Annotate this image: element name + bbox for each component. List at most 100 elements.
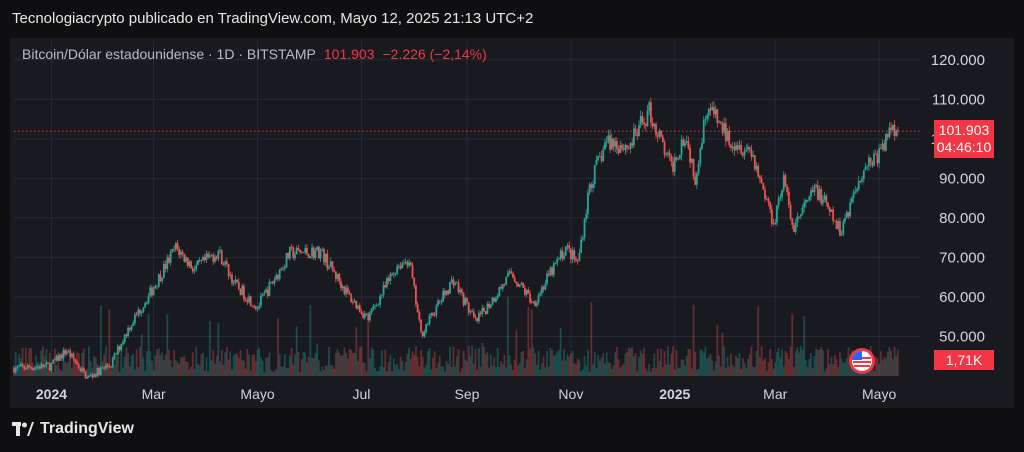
volume-bar — [663, 350, 666, 376]
volume-bar — [571, 350, 574, 376]
volume-bar — [575, 364, 577, 376]
candle-body — [515, 281, 518, 284]
volume-bar — [443, 371, 446, 376]
candle-body — [348, 292, 351, 295]
candle-body — [466, 298, 468, 303]
volume-bar — [173, 349, 175, 376]
volume-bar — [387, 362, 390, 376]
candle-body — [893, 124, 896, 136]
volume-bar — [493, 357, 496, 376]
volume-bar — [275, 368, 278, 376]
candle-body — [794, 222, 797, 232]
candle-body — [316, 246, 319, 251]
candle-body — [408, 262, 410, 266]
candle-body — [588, 184, 591, 194]
candle-body — [162, 263, 165, 278]
candle-body — [144, 303, 147, 308]
candle-body — [718, 121, 720, 123]
candle-body — [401, 263, 404, 269]
candle-body — [869, 157, 872, 163]
volume-bar — [765, 370, 768, 376]
volume-bar — [72, 359, 75, 376]
candle-body — [653, 124, 656, 127]
volume-bar — [367, 321, 370, 376]
volume-bar — [735, 355, 737, 376]
candle-body — [111, 357, 114, 367]
candle-body — [779, 196, 782, 199]
y-axis[interactable]: 120.000110.000100.00090.00080.00070.0006… — [931, 52, 985, 346]
grid-lines — [14, 40, 920, 376]
candle-body — [416, 304, 419, 313]
volume-bar — [692, 304, 695, 376]
candle-body — [351, 302, 354, 304]
volume-bar — [99, 305, 102, 376]
candle-body — [541, 286, 543, 294]
volume-bar — [569, 353, 572, 376]
candle-body — [260, 295, 262, 306]
candle-body — [341, 286, 344, 289]
volume-bar — [581, 369, 584, 376]
volume-bar — [667, 346, 669, 376]
tradingview-logo[interactable]: TradingView — [12, 420, 134, 438]
volume-bar — [241, 359, 244, 376]
volume-bar — [500, 361, 502, 376]
volume-bar — [469, 356, 472, 376]
volume-bar — [197, 363, 199, 376]
volume-bar — [336, 349, 339, 376]
volume-bar — [277, 318, 279, 376]
volume-bar — [118, 371, 121, 376]
volume-bar — [524, 367, 526, 376]
candle-body — [726, 130, 729, 142]
us-flag-icon[interactable] — [848, 347, 876, 375]
volume-bar — [687, 348, 690, 376]
volume-bar — [508, 355, 511, 376]
candle-body — [438, 300, 441, 302]
candle-body — [776, 205, 778, 223]
volume-bar — [793, 366, 795, 376]
candle-body — [707, 108, 710, 116]
volume-bar — [214, 363, 216, 376]
volume-bar — [64, 361, 66, 376]
volume-bar — [132, 354, 135, 376]
volume-bar — [179, 357, 182, 376]
candle-body — [115, 353, 118, 355]
volume-bar — [266, 357, 269, 376]
x-axis[interactable]: 2024 Mar Mayo Jul Sep Nov 2025 Mar Mayo — [36, 386, 897, 402]
volume-bar — [377, 370, 380, 376]
candle-body — [116, 346, 119, 355]
candle-body — [525, 289, 528, 295]
candle-body — [392, 273, 395, 275]
volume-bar — [527, 307, 530, 376]
candle-body — [551, 267, 554, 276]
volume-bar — [227, 359, 230, 376]
symbol-info: Bitcoin/Dólar estadounidense · 1D · BITS… — [22, 46, 316, 62]
volume-bar — [208, 321, 211, 376]
volume-bar — [59, 369, 61, 376]
volume-bar — [731, 364, 734, 376]
volume-bar — [447, 364, 450, 376]
candle-body — [205, 253, 208, 261]
volume-bar — [694, 351, 697, 376]
volume-bar — [135, 349, 138, 376]
candle-body — [496, 296, 499, 299]
candle-body — [467, 302, 470, 313]
volume-bar — [280, 366, 283, 376]
candle-body — [476, 317, 479, 322]
volume-bar — [406, 353, 409, 376]
candle-body — [661, 136, 664, 143]
candle-body — [166, 257, 169, 270]
legend-last-price: 101.903 — [323, 46, 375, 62]
candle-body — [208, 255, 211, 258]
volume-bar — [340, 355, 342, 376]
candle-body — [300, 252, 303, 254]
volume-bar — [370, 347, 373, 376]
candle-body — [842, 221, 845, 235]
candle-body — [94, 373, 97, 377]
candle-body — [454, 283, 456, 285]
volume-bar — [174, 360, 177, 376]
volume-bar — [415, 346, 417, 376]
candle-body — [513, 277, 516, 282]
candle-body — [340, 281, 342, 289]
candle-body — [660, 130, 663, 137]
